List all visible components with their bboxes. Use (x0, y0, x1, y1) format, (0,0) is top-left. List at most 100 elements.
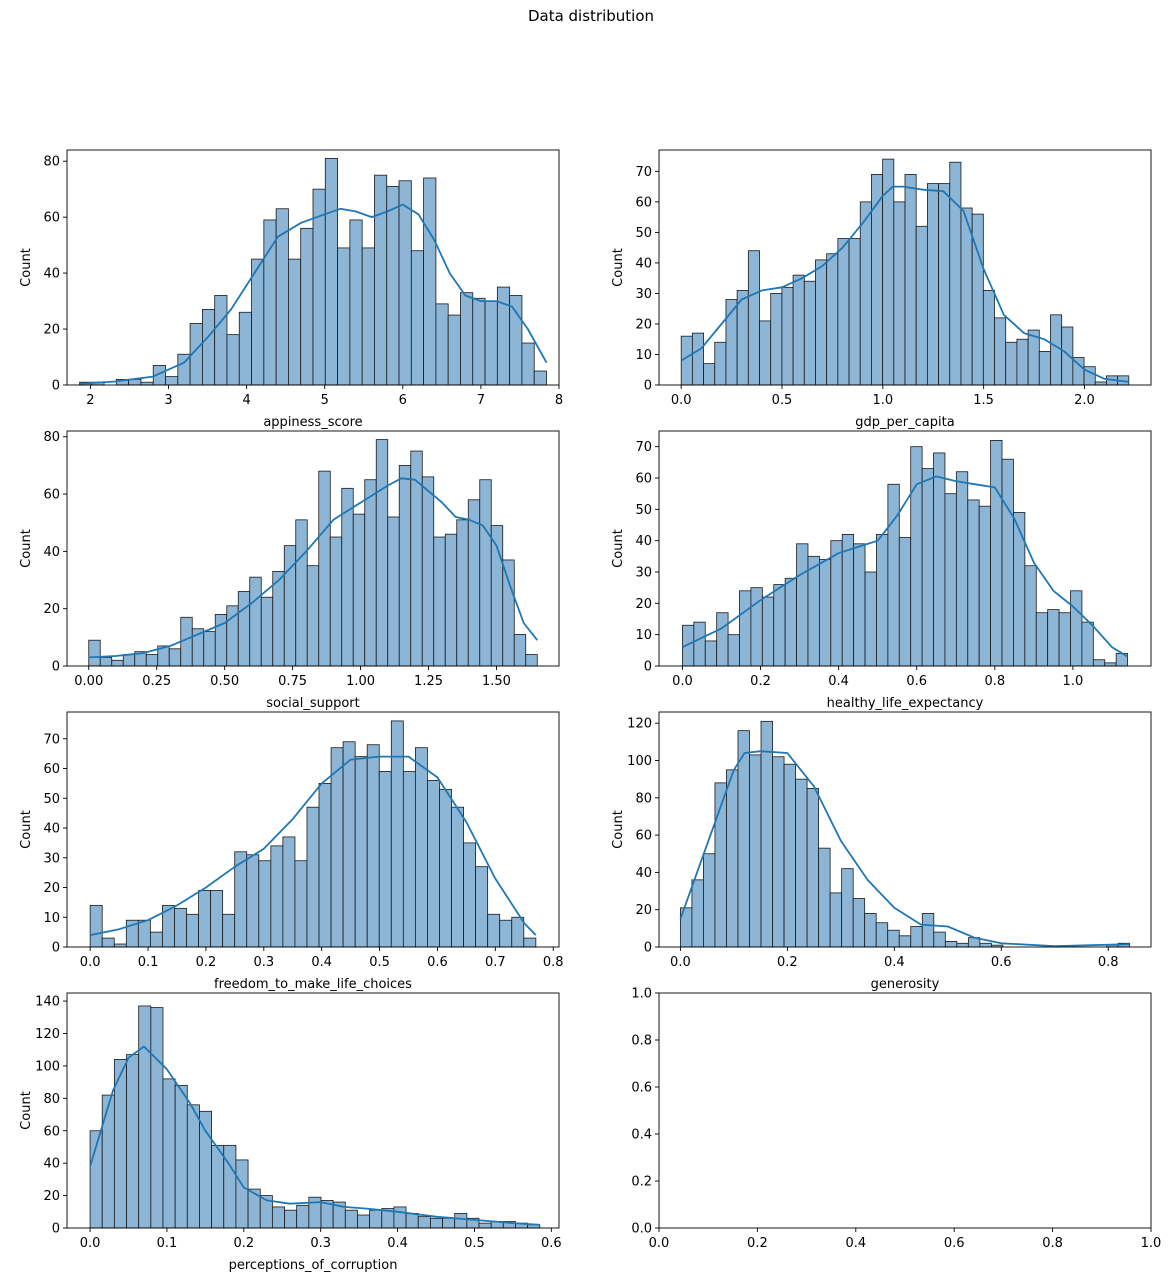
y-tick-label: 10 (635, 348, 652, 363)
histogram-bar (749, 754, 762, 948)
histogram-bar (783, 763, 796, 948)
histogram-bar (101, 1094, 115, 1229)
x-tick-label: 0.3 (253, 955, 274, 970)
histogram-bar (387, 516, 400, 667)
x-tick-label: 0.0 (670, 955, 691, 970)
x-tick-label: 0.2 (233, 1236, 254, 1251)
y-tick-label: 0.4 (631, 1128, 652, 1143)
histogram-bar (533, 370, 547, 386)
y-tick-label: 80 (43, 155, 60, 170)
histogram-bar (921, 913, 935, 948)
histogram-bar (369, 1209, 383, 1229)
y-tick-label: 0 (52, 660, 60, 675)
y-axis-label: Count (611, 529, 626, 568)
histogram-bar (978, 505, 992, 667)
histogram-bar (737, 730, 750, 948)
histogram-bar (137, 919, 151, 948)
histogram-bar (435, 303, 449, 386)
x-axis-label: perceptions_of_corruption (229, 1258, 398, 1273)
histogram-bar (1081, 621, 1094, 667)
histogram-bar (841, 868, 854, 948)
histogram-bar (284, 1209, 298, 1229)
histogram-bar (186, 913, 199, 948)
histogram-bar (357, 1214, 371, 1229)
histogram-bar (1104, 662, 1117, 667)
histogram-bar (472, 297, 486, 386)
subplot-8: 0.0 0.2 0.4 0.6 0.8 1.0 0.0 0.2 0.4 0.6 0.8 1.0 (631, 987, 1161, 1252)
histogram-bar (211, 1144, 225, 1229)
x-tick-label: 0.5 (772, 393, 793, 408)
histogram-bar (898, 935, 912, 948)
histogram-bar (772, 756, 785, 948)
histogram-bar (222, 913, 236, 948)
x-tick-label: 0.2 (750, 674, 771, 689)
axes-frame (66, 430, 560, 667)
histogram-bar (275, 208, 289, 386)
y-tick-label: 20 (635, 317, 652, 332)
subplot-3: 0.00 0.25 0.50 0.75 1.00 1.25 1.50 0 20 40 60 80 soc… (19, 430, 560, 711)
y-tick-label: 140 (35, 995, 60, 1010)
y-tick-label: 20 (43, 602, 60, 617)
histogram-bar (352, 513, 366, 667)
histogram-bar (174, 1084, 188, 1229)
histogram-bar (433, 536, 446, 667)
histogram-bar (361, 247, 375, 386)
histogram-bar (882, 158, 895, 386)
y-tick-label: 40 (43, 822, 60, 837)
y-tick-label: 60 (635, 472, 652, 487)
x-tick-label: 0.5 (464, 1236, 485, 1251)
y-tick-label: 1.0 (631, 987, 652, 1002)
histogram-bar (703, 363, 716, 386)
y-tick-label: 0 (644, 941, 652, 956)
histogram-bar (1047, 609, 1060, 667)
histogram-bar (126, 1054, 140, 1229)
histogram-bar (773, 584, 786, 667)
histogram-bar (760, 720, 773, 948)
histogram-bar (270, 845, 284, 948)
histogram-bar (1027, 329, 1040, 386)
x-tick-label: 1.25 (414, 674, 443, 689)
histogram-bar (150, 1007, 164, 1229)
histogram-bar (145, 654, 159, 667)
histogram-bar (910, 926, 923, 948)
y-tick-label: 20 (43, 881, 60, 896)
histogram-bar (454, 1213, 468, 1229)
histogram-bar (354, 756, 368, 948)
histogram-bar (926, 183, 939, 386)
histogram-bar (475, 866, 489, 948)
y-tick-label: 80 (43, 430, 60, 445)
histogram-bar (306, 565, 320, 667)
histogram-bar (1038, 351, 1051, 386)
x-tick-label: 0.8 (1042, 1236, 1063, 1251)
histogram-bar (938, 183, 951, 386)
y-tick-label: 0 (52, 379, 60, 394)
histogram-bar (421, 476, 435, 667)
y-tick-label: 100 (35, 1059, 60, 1074)
histogram-bar (1005, 341, 1018, 386)
histogram-bar (272, 571, 285, 667)
axes-frame (658, 430, 1152, 667)
histogram-bar (691, 879, 704, 948)
x-tick-label: 0.25 (142, 674, 171, 689)
histogram-bar (288, 258, 302, 386)
y-tick-label: 60 (635, 829, 652, 844)
x-tick-label: 0.8 (984, 674, 1005, 689)
y-tick-label: 100 (627, 754, 652, 769)
y-tick-label: 30 (635, 566, 652, 581)
histogram-bar (318, 782, 332, 948)
x-tick-label: 0.6 (944, 1236, 965, 1251)
histogram-bar (260, 596, 274, 667)
histogram-bar (235, 1159, 249, 1229)
histogram-bar (979, 942, 992, 948)
histogram-bar (848, 238, 861, 386)
histogram-bar (876, 534, 889, 667)
x-axis-label: generosity (871, 977, 940, 992)
histogram-bar (509, 295, 523, 386)
axes-frame (66, 149, 560, 386)
x-tick-label: 0.1 (138, 955, 159, 970)
histogram-bar (456, 519, 469, 667)
histogram-bar (271, 1206, 285, 1229)
histogram-bar (306, 806, 320, 948)
